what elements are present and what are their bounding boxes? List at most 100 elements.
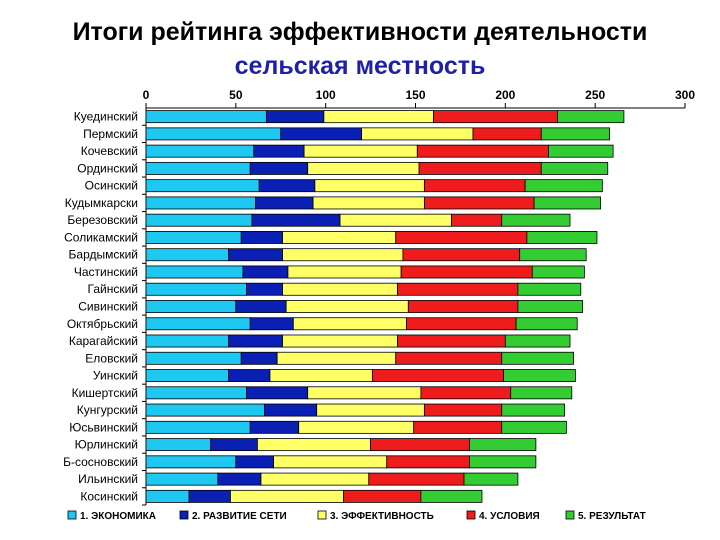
category-label: Косинский xyxy=(80,489,138,503)
bar-segment-series-3 xyxy=(269,369,373,382)
bar-segment-series-3 xyxy=(260,472,370,486)
bar-segment-series-4 xyxy=(420,386,512,400)
bar-segment-series-4 xyxy=(413,420,503,434)
bar-segment-series-2 xyxy=(280,127,362,141)
category-label: Октябрьский xyxy=(67,317,138,331)
bar-segment-series-5 xyxy=(548,144,614,158)
bar-segment-series-3 xyxy=(307,161,420,175)
bar-segment-series-3 xyxy=(292,317,407,331)
bar-segment-series-5 xyxy=(517,300,583,313)
bar-segment-series-3 xyxy=(323,110,434,124)
bar-segment-series-2 xyxy=(258,179,316,193)
bar-segment-series-4 xyxy=(424,196,535,210)
bar-segment-series-5 xyxy=(501,351,575,365)
bar-segment-series-3 xyxy=(285,300,409,313)
legend-label: 2. РАЗВИТИЕ СЕТИ xyxy=(192,511,287,522)
bar-segment-series-4 xyxy=(386,455,470,469)
legend-label: 4. УСЛОВИЯ xyxy=(479,511,540,522)
bar-segment-series-2 xyxy=(217,472,262,486)
category-label: Гайнский xyxy=(88,282,138,296)
legend-swatch xyxy=(67,510,77,520)
bar-segment-series-1 xyxy=(145,300,237,313)
category-label: Сивинский xyxy=(78,300,138,314)
bar-segment-series-4 xyxy=(395,351,503,365)
bar-segment-series-4 xyxy=(368,472,465,486)
bar-segment-series-2 xyxy=(249,420,300,434)
bar-segment-series-1 xyxy=(145,334,230,348)
category-label: Кунгурский xyxy=(77,403,138,417)
category-label: Еловский xyxy=(85,351,138,365)
bar-segment-series-5 xyxy=(526,231,598,244)
bar-segment-series-1 xyxy=(145,179,260,193)
bar-segment-series-3 xyxy=(282,282,398,296)
bar-segment-series-1 xyxy=(145,351,242,365)
bar-segment-series-2 xyxy=(246,386,309,400)
bar-segment-series-1 xyxy=(145,144,255,158)
bar-segment-series-2 xyxy=(235,455,274,469)
x-tick-label: 300 xyxy=(675,88,695,102)
bar-segment-series-2 xyxy=(228,248,283,262)
bar-segment-series-2 xyxy=(240,231,283,244)
bar-segment-series-5 xyxy=(463,472,519,486)
bar-segment-series-2 xyxy=(251,213,341,227)
category-label: Куединский xyxy=(74,110,138,124)
category-label: Юсьвинский xyxy=(69,420,138,434)
bar-segment-series-2 xyxy=(228,369,271,382)
bar-segment-series-1 xyxy=(145,265,244,279)
bar-segment-series-5 xyxy=(420,489,483,503)
bar-segment-series-3 xyxy=(256,438,371,452)
bar-segment-series-3 xyxy=(307,386,422,400)
legend-label: 1. ЭКОНОМИКА xyxy=(80,511,156,522)
x-tick-label: 100 xyxy=(316,88,336,102)
bar-segment-series-5 xyxy=(510,386,573,400)
bar-segment-series-2 xyxy=(228,334,283,348)
category-label: Соликамский xyxy=(64,230,138,244)
bar-segment-series-4 xyxy=(406,317,517,331)
category-label: Кудымкарски xyxy=(65,196,138,210)
bar-segment-series-5 xyxy=(540,161,609,175)
bar-segment-series-1 xyxy=(145,489,190,503)
x-tick-label: 0 xyxy=(143,88,150,102)
chart-title: Итоги рейтинга эффективности деятельност… xyxy=(72,18,648,46)
bar-segment-series-1 xyxy=(145,196,256,210)
bar-segment-series-3 xyxy=(314,179,425,193)
legend-swatch xyxy=(317,510,327,520)
bar-segment-series-1 xyxy=(145,127,282,141)
bar-segment-series-4 xyxy=(424,179,526,193)
bar-segment-series-5 xyxy=(504,334,571,348)
bar-segment-series-1 xyxy=(145,231,242,244)
bar-segment-series-3 xyxy=(273,455,388,469)
bar-segment-series-5 xyxy=(524,179,603,193)
x-tick-label: 50 xyxy=(229,88,243,102)
bar-segment-series-4 xyxy=(424,403,503,417)
bar-segment-series-3 xyxy=(282,231,397,244)
category-label: Бардымский xyxy=(69,248,138,262)
bar-segment-series-2 xyxy=(240,351,278,365)
bar-segment-series-5 xyxy=(515,317,578,331)
bar-segment-series-1 xyxy=(145,438,212,452)
bar-segment-series-1 xyxy=(145,420,251,434)
category-label: Осинский xyxy=(85,179,138,193)
bar-segment-series-2 xyxy=(264,403,318,417)
x-tick-label: 250 xyxy=(585,88,605,102)
chart-subtitle: сельская местность xyxy=(234,52,486,80)
bar-segment-series-5 xyxy=(540,127,610,141)
bar-segment-series-5 xyxy=(531,265,585,279)
bar-segment-series-1 xyxy=(145,161,251,175)
category-label: Частинский xyxy=(74,265,138,279)
x-tick-label: 150 xyxy=(405,88,425,102)
bar-segment-series-1 xyxy=(145,110,267,124)
category-label: Б-сосновский xyxy=(63,455,138,469)
bar-segment-series-4 xyxy=(451,213,503,227)
bar-segment-series-4 xyxy=(370,438,470,452)
category-label: Юрлинский xyxy=(75,438,138,452)
bar-segment-series-2 xyxy=(249,161,309,175)
bar-segment-series-3 xyxy=(230,489,345,503)
bar-segment-series-1 xyxy=(145,403,265,417)
bar-segment-series-4 xyxy=(371,369,504,382)
bar-segment-series-1 xyxy=(145,455,237,469)
bar-segment-series-2 xyxy=(235,300,287,313)
bar-segment-series-3 xyxy=(287,265,402,279)
bar-segment-series-2 xyxy=(249,317,294,331)
